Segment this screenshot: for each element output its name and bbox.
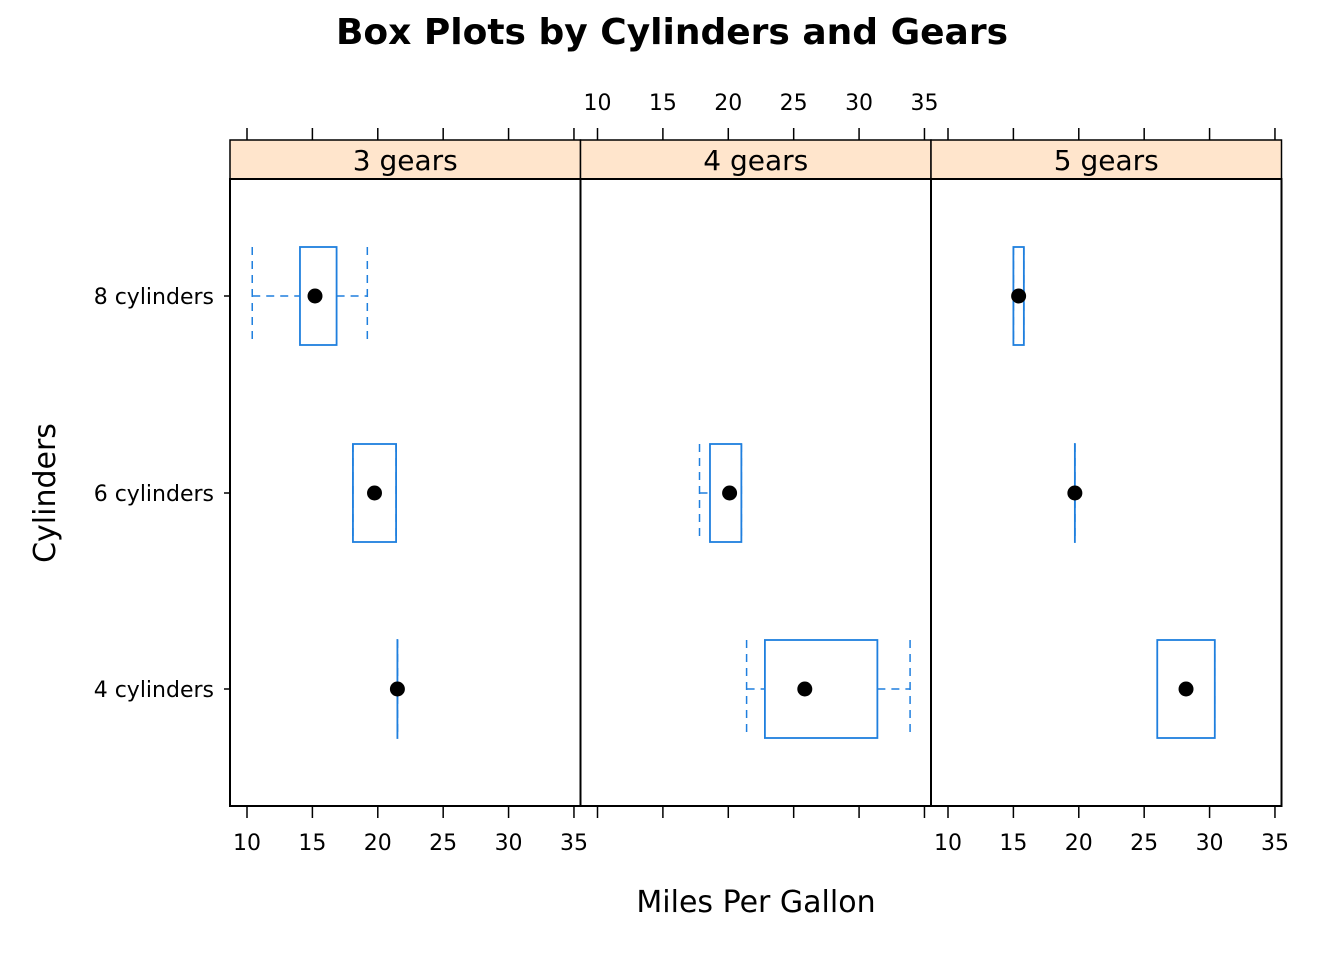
y-tick-label: 6 cylinders [94,482,214,507]
x-axis-label: Miles Per Gallon [636,885,875,920]
box-4-cylinders [389,639,405,739]
iqr-box [709,443,743,543]
x-tick-label-top: 15 [649,91,677,116]
panel-strip [579,139,932,180]
box-6-cylinders [1067,443,1083,543]
box-6-cylinders [698,443,743,543]
panel-strip-label: 4 gears [703,144,808,177]
chart-title: Box Plots by Cylinders and Gears [336,12,1008,53]
x-tick-label-bottom: 25 [429,831,457,856]
iqr-box [299,246,338,346]
x-tick-label-bottom: 30 [495,831,523,856]
panel-strip [930,139,1283,180]
x-tick-label-top: 10 [584,91,612,116]
iqr-box [352,443,397,543]
x-tick-label-top: 20 [714,91,742,116]
median-point [722,485,738,501]
median-point [307,288,323,304]
panel-strip-label: 5 gears [1054,144,1159,177]
box-8-cylinders [1011,246,1027,346]
x-tick-label-bottom: 10 [934,831,962,856]
median-point [367,485,383,501]
iqr-box [764,639,879,739]
box-8-cylinders [251,246,369,346]
x-tick-label-bottom: 15 [999,831,1027,856]
x-tick-label-bottom: 15 [298,831,326,856]
median-point [1067,485,1083,501]
panel-frame [229,178,582,807]
x-tick-label-bottom: 35 [560,831,588,856]
x-tick-label-bottom: 20 [364,831,392,856]
x-tick-label-top: 25 [780,91,808,116]
panels-group: 4 cylinders 6 cylinders 8 cylinders 3 gears… [94,91,1289,856]
median-point [1178,681,1194,697]
median-point [389,681,405,697]
box-6-cylinders [352,443,397,543]
x-tick-label-top: 35 [910,91,938,116]
panel-strip [229,139,582,180]
median-point [1011,288,1027,304]
panel-frame [579,178,932,807]
median-point [797,681,813,697]
y-tick-label: 8 cylinders [94,285,214,310]
x-tick-label-bottom: 25 [1130,831,1158,856]
box-4-cylinders [745,639,911,739]
x-tick-label-bottom: 30 [1196,831,1224,856]
x-tick-label-bottom: 35 [1261,831,1289,856]
iqr-box [1156,639,1216,739]
y-tick-label: 4 cylinders [94,678,214,703]
x-tick-label-bottom: 20 [1065,831,1093,856]
x-tick-label-bottom: 10 [233,831,261,856]
y-axis-label: Cylinders [28,423,63,563]
box-4-cylinders [1156,639,1216,739]
panel-frame [930,178,1283,807]
panel-strip-label: 3 gears [353,144,458,177]
x-tick-label-top: 30 [845,91,873,116]
